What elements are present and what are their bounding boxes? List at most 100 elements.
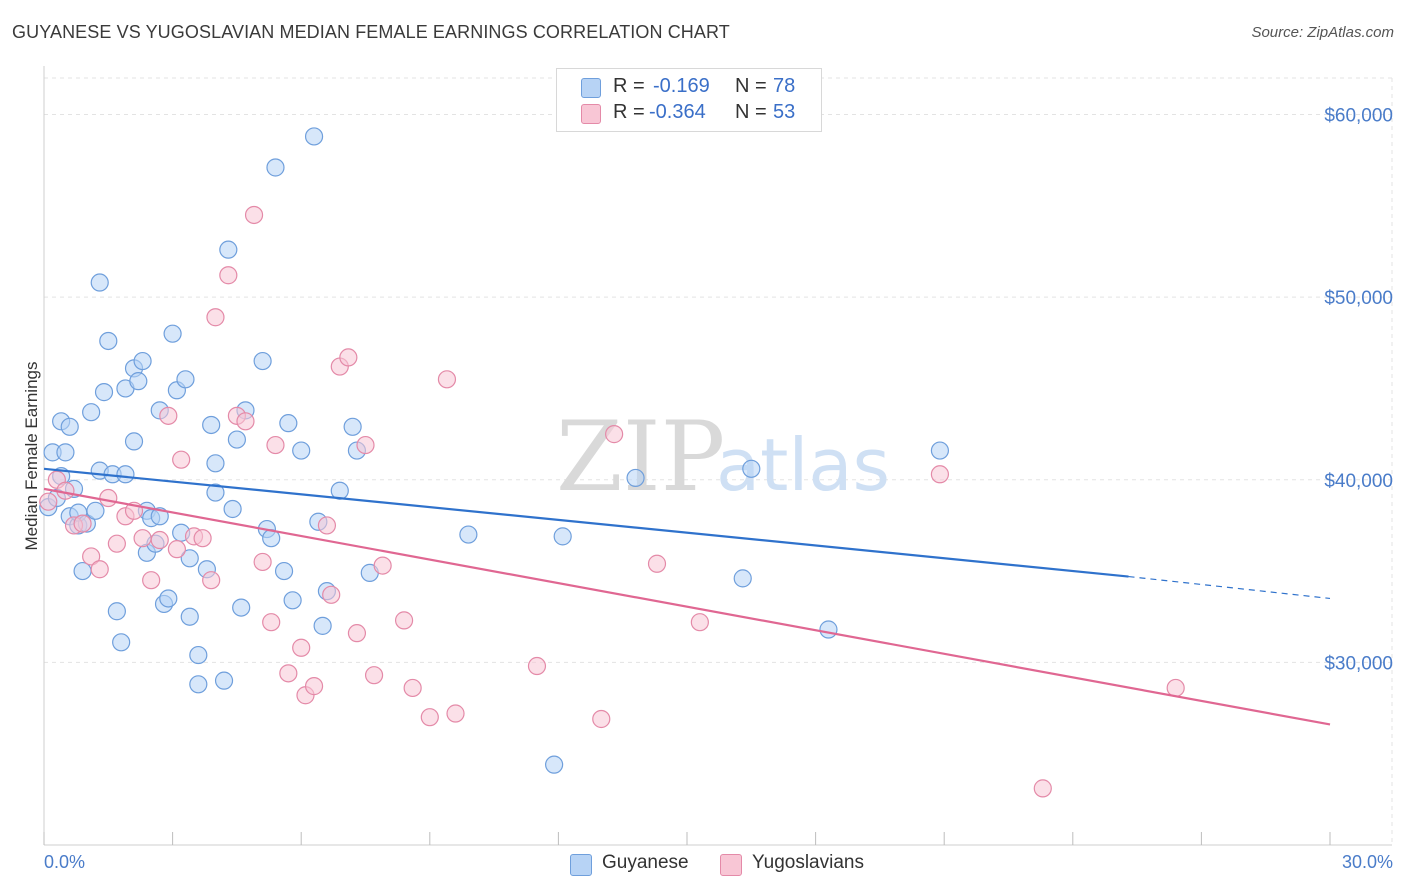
point-yugoslavian: [219, 266, 238, 285]
trend-line-yugoslavian: [43, 487, 1331, 726]
scatter-points: [39, 127, 1185, 798]
legend-n-value: 78: [773, 75, 796, 97]
point-yugoslavian: [1166, 678, 1185, 698]
point-guyanese: [266, 158, 285, 177]
point-guyanese: [124, 432, 144, 451]
point-guyanese: [459, 525, 478, 544]
point-guyanese: [159, 589, 178, 608]
point-guyanese: [930, 441, 950, 460]
point-guyanese: [90, 273, 109, 292]
point-guyanese: [626, 468, 645, 488]
point-guyanese: [232, 598, 251, 617]
legend-swatch-guyanese: [581, 78, 601, 98]
point-yugoslavian: [253, 552, 272, 572]
point-yugoslavian: [347, 624, 367, 643]
point-yugoslavian: [236, 412, 255, 431]
point-guyanese: [206, 483, 225, 502]
point-guyanese: [112, 633, 131, 652]
y-tick-label: $50,000: [1324, 288, 1393, 309]
point-yugoslavian: [394, 611, 414, 630]
point-yugoslavian: [244, 205, 264, 225]
point-guyanese: [180, 549, 199, 568]
point-yugoslavian: [99, 488, 118, 508]
point-guyanese: [94, 383, 114, 402]
point-yugoslavian: [107, 534, 126, 553]
point-guyanese: [343, 417, 362, 436]
point-yugoslavian: [73, 514, 92, 533]
point-guyanese: [274, 561, 294, 581]
point-yugoslavian: [172, 450, 191, 469]
point-guyanese: [227, 430, 246, 449]
point-yugoslavian: [592, 709, 611, 729]
point-guyanese: [733, 569, 752, 588]
watermark: ZIP atlas: [556, 401, 890, 513]
point-yugoslavian: [322, 585, 341, 604]
point-yugoslavian: [39, 492, 58, 511]
point-guyanese: [56, 443, 75, 462]
point-yugoslavian: [142, 571, 161, 590]
point-yugoslavian: [930, 465, 950, 484]
point-yugoslavian: [90, 560, 109, 579]
y-tick-label: $40,000: [1324, 471, 1393, 492]
point-guyanese: [214, 671, 234, 690]
watermark-atlas: atlas: [716, 423, 890, 507]
point-yugoslavian: [356, 435, 375, 455]
point-guyanese: [313, 616, 332, 635]
point-guyanese: [292, 441, 311, 460]
bottom-legend-label: Guyanese: [602, 852, 689, 873]
y-axis-label: Median Female Earnings: [22, 361, 41, 551]
point-yugoslavian: [364, 666, 384, 685]
point-yugoslavian: [373, 556, 392, 575]
point-guyanese: [219, 240, 238, 259]
point-guyanese: [283, 591, 302, 610]
point-yugoslavian: [690, 613, 709, 632]
y-tick-label: $30,000: [1324, 653, 1393, 674]
point-guyanese: [86, 501, 105, 520]
point-guyanese: [60, 417, 79, 436]
x-tick-label-min: 0.0%: [44, 852, 86, 872]
chart-title: GUYANESE VS YUGOSLAVIAN MEDIAN FEMALE EA…: [12, 22, 730, 42]
point-guyanese: [202, 415, 221, 435]
trend-lines: [43, 467, 1331, 726]
point-yugoslavian: [202, 571, 221, 590]
axes: [43, 66, 1392, 846]
bottom-legend-swatch-yugoslavians: [720, 854, 742, 876]
point-guyanese: [180, 607, 199, 626]
point-guyanese: [82, 403, 101, 422]
point-guyanese: [742, 459, 761, 478]
point-guyanese: [129, 372, 148, 391]
point-yugoslavian: [420, 708, 439, 727]
point-yugoslavian: [605, 425, 624, 444]
legend-n-value: 53: [773, 101, 796, 123]
watermark-zip: ZIP: [556, 401, 725, 513]
point-yugoslavian: [317, 516, 337, 535]
point-guyanese: [189, 645, 208, 665]
correlation-legend: R = -0.169 N = 78 R = -0.364 N = 53: [556, 68, 822, 132]
point-guyanese: [253, 351, 272, 371]
point-yugoslavian: [82, 547, 101, 566]
bottom-legend-label: Yugoslavians: [752, 852, 864, 873]
x-tick-label-max: 30.0%: [1341, 852, 1393, 872]
point-guyanese: [150, 507, 169, 526]
point-yugoslavian: [304, 677, 324, 696]
point-yugoslavian: [193, 529, 212, 548]
point-yugoslavian: [133, 529, 152, 548]
point-guyanese: [553, 527, 572, 546]
point-guyanese: [99, 331, 118, 351]
point-guyanese: [206, 454, 225, 473]
point-yugoslavian: [292, 638, 311, 657]
point-yugoslavian: [279, 664, 298, 683]
point-yugoslavian: [262, 613, 281, 632]
point-guyanese: [819, 620, 838, 639]
trend-line-guyanese: [43, 467, 1129, 578]
legend-n-label: N =: [735, 101, 767, 123]
point-yugoslavian: [206, 308, 225, 327]
point-guyanese: [163, 324, 182, 343]
point-yugoslavian: [1033, 779, 1052, 798]
point-yugoslavian: [150, 530, 169, 550]
point-guyanese: [133, 351, 152, 371]
point-guyanese: [223, 499, 242, 519]
point-yugoslavian: [437, 370, 457, 389]
point-guyanese: [189, 675, 208, 694]
